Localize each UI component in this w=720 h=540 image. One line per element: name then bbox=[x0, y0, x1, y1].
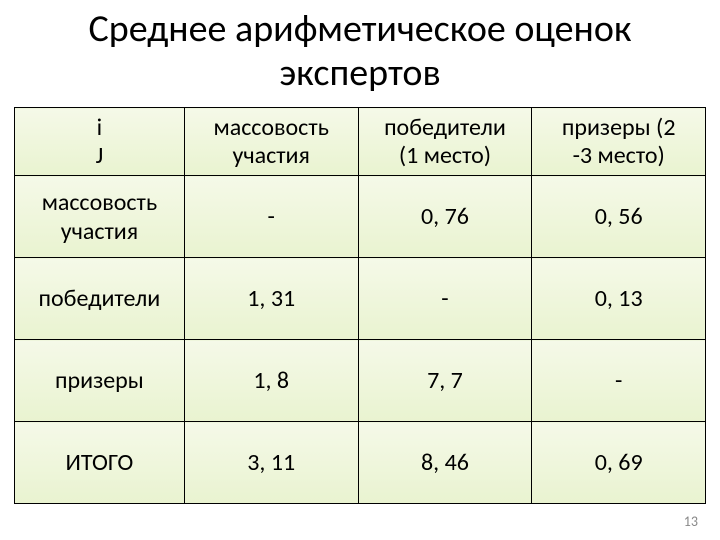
table-row: ИТОГО 3, 11 8, 46 0, 69 bbox=[15, 422, 706, 504]
header-label: победители bbox=[384, 113, 506, 142]
header-label: -3 место) bbox=[573, 141, 665, 170]
data-cell: 0, 69 bbox=[532, 422, 706, 504]
row-label-cell: массовость участия bbox=[15, 176, 185, 258]
data-cell: - bbox=[184, 176, 358, 258]
header-label: i bbox=[97, 113, 103, 142]
data-cell: 8, 46 bbox=[358, 422, 532, 504]
header-cell: массовость участия bbox=[184, 108, 358, 176]
header-label: участия bbox=[232, 141, 309, 170]
data-cell: 3, 11 bbox=[184, 422, 358, 504]
data-cell: 0, 76 bbox=[358, 176, 532, 258]
header-label: массовость bbox=[213, 113, 328, 142]
header-label: (1 место) bbox=[399, 141, 491, 170]
header-label: призеры (2 bbox=[562, 113, 676, 142]
data-cell: 1, 31 bbox=[184, 258, 358, 340]
data-cell: 7, 7 bbox=[358, 340, 532, 422]
header-cell-ij: i J bbox=[15, 108, 185, 176]
table-row: массовость участия - 0, 76 0, 56 bbox=[15, 176, 706, 258]
table-row: победители 1, 31 - 0, 13 bbox=[15, 258, 706, 340]
data-cell: 0, 56 bbox=[532, 176, 706, 258]
data-table: i J массовость участия победители (1 мес… bbox=[14, 107, 706, 504]
table-row: призеры 1, 8 7, 7 - bbox=[15, 340, 706, 422]
slide-title: Среднее арифметическое оценок экспертов bbox=[0, 0, 720, 107]
table-header-row: i J массовость участия победители (1 мес… bbox=[15, 108, 706, 176]
page-number: 13 bbox=[684, 513, 698, 530]
header-cell: победители (1 место) bbox=[358, 108, 532, 176]
row-label-cell: ИТОГО bbox=[15, 422, 185, 504]
data-cell: - bbox=[358, 258, 532, 340]
header-label: J bbox=[96, 141, 104, 170]
data-cell: 1, 8 bbox=[184, 340, 358, 422]
header-cell: призеры (2 -3 место) bbox=[532, 108, 706, 176]
row-label-cell: призеры bbox=[15, 340, 185, 422]
data-cell: - bbox=[532, 340, 706, 422]
row-label-cell: победители bbox=[15, 258, 185, 340]
data-cell: 0, 13 bbox=[532, 258, 706, 340]
